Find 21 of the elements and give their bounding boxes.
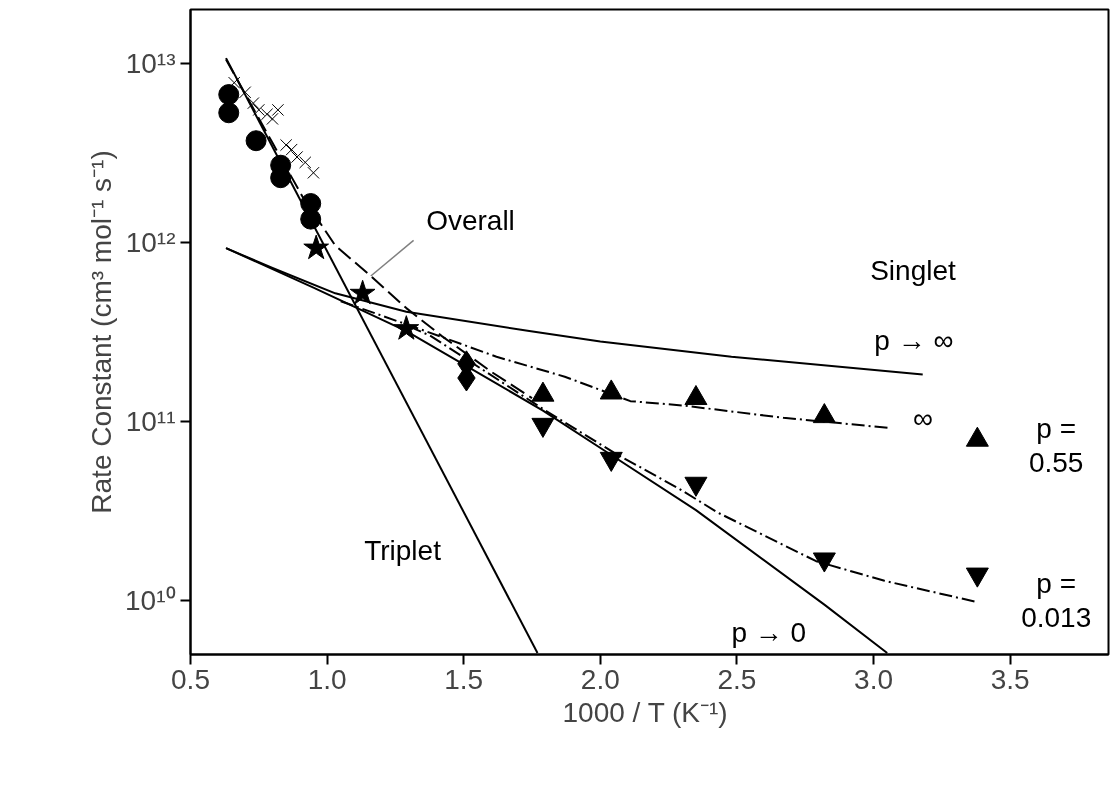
y-tick-label: 10¹² <box>125 226 176 258</box>
annotation: Overall <box>426 204 515 236</box>
annotation: ∞ <box>913 402 934 434</box>
annotation: p → ∞ <box>874 324 954 356</box>
y-tick-label: 10¹³ <box>125 47 176 79</box>
x-tick-label: 2.0 <box>580 663 620 695</box>
x-tick-label: 2.5 <box>717 663 757 695</box>
annotation: p → 0 <box>731 617 807 649</box>
x-tick-label: 3.0 <box>854 663 894 695</box>
y-tick-label: 10¹¹ <box>125 406 176 438</box>
x-tick-label: 3.5 <box>990 663 1030 695</box>
annotation: Triplet <box>364 535 442 567</box>
annotation: p = 0.013 <box>1021 567 1092 633</box>
x-tick-label: 1.0 <box>307 663 347 695</box>
y-tick-label: 10¹⁰ <box>125 585 176 617</box>
annotation: Singlet <box>870 255 956 287</box>
x-axis-title: 1000 / T (K⁻¹) <box>562 696 728 728</box>
annotation: p = 0.55 <box>1028 412 1084 479</box>
x-tick-label: 0.5 <box>171 663 210 695</box>
y-axis-title: Rate Constant (cm³ mol⁻¹ s⁻¹) <box>86 150 118 514</box>
x-tick-label: 1.5 <box>444 663 484 695</box>
